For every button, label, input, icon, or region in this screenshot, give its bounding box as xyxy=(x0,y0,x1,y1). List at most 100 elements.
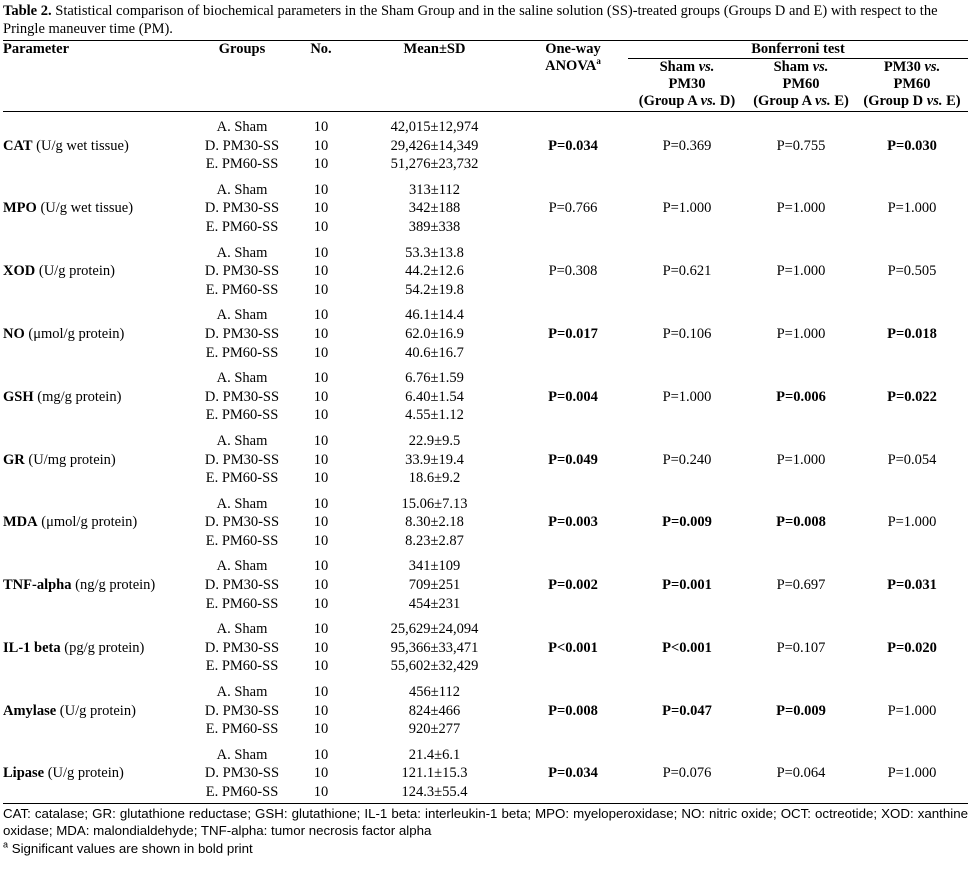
p-value: P<0.001 xyxy=(548,639,598,656)
header-cell: No. xyxy=(291,40,351,112)
n-value: 10 xyxy=(313,432,329,449)
mean-value: 121.1±15.3 xyxy=(401,765,468,782)
header-parameter: Parameter xyxy=(3,41,70,57)
n-value: 10 xyxy=(313,577,329,594)
table-row: XOD (U/g protein) A. Sham D. PM30-SS E. PM6… xyxy=(3,240,968,303)
table-row: IL-1 beta (pg/g protein) A. Sham D. PM30-S… xyxy=(3,617,968,680)
p-value: P=0.008 xyxy=(776,514,826,531)
parameter-name: XOD xyxy=(3,263,36,280)
p-value-cell: P=0.018 xyxy=(856,303,968,366)
header-text: (Group A xyxy=(753,93,812,109)
p-value: P=0.308 xyxy=(548,263,598,280)
p-value-cell: P=0.008 xyxy=(746,491,856,554)
parameter-cell: Lipase (U/g protein) xyxy=(3,742,193,804)
parameter-cell: IL-1 beta (pg/g protein) xyxy=(3,617,193,680)
mean-value: 54.2±19.8 xyxy=(405,281,464,298)
p-value-cell: P=1.000 xyxy=(746,428,856,491)
p-value: P=1.000 xyxy=(887,200,937,217)
header-line: PM30 xyxy=(668,76,706,92)
mean-cell: 53.3±13.8 44.2±12.6 54.2±19.8 xyxy=(351,240,518,303)
header-cell: Groups xyxy=(193,40,291,112)
p-value: P=0.064 xyxy=(776,765,826,782)
p-value: P=0.054 xyxy=(887,451,937,468)
p-value: P=0.697 xyxy=(776,577,826,594)
p-value: P=1.000 xyxy=(776,263,826,280)
p-value-cell: P=0.030 xyxy=(856,112,968,178)
n-cell: 10 10 10 xyxy=(291,240,351,303)
n-cell: 10 10 10 xyxy=(291,491,351,554)
parameter-unit: (U/g wet tissue) xyxy=(40,200,134,217)
mean-value: 21.4±6.1 xyxy=(408,746,461,763)
groups-value: D. PM30-SS xyxy=(204,765,280,782)
groups-value: A. Sham xyxy=(216,746,268,763)
p-value: P<0.001 xyxy=(662,639,712,656)
n-cell: 10 10 10 xyxy=(291,303,351,366)
mean-cell: 456±112 824±466 920±277 xyxy=(351,680,518,743)
p-value: P=0.001 xyxy=(662,577,712,594)
p-value: P=0.009 xyxy=(662,514,712,531)
groups-cell: A. Sham D. PM30-SS E. PM60-SS xyxy=(193,742,291,804)
n-cell: 10 10 10 xyxy=(291,112,351,178)
n-value: 10 xyxy=(313,388,329,405)
p-value: P=0.049 xyxy=(548,451,598,468)
groups-value: A. Sham xyxy=(216,307,268,324)
parameter-unit: (U/g protein) xyxy=(38,263,115,280)
header-text: Sham xyxy=(773,59,810,75)
p-value: P=0.002 xyxy=(548,577,598,594)
mean-value: 342±188 xyxy=(408,200,461,217)
parameter-unit: (μmol/g protein) xyxy=(28,325,125,342)
groups-value: E. PM60-SS xyxy=(205,470,279,487)
mean-value: 40.6±16.7 xyxy=(405,344,464,361)
mean-cell: 313±112 342±188 389±338 xyxy=(351,177,518,240)
header-groups: Groups xyxy=(218,41,266,57)
mean-value: 29,426±14,349 xyxy=(390,137,479,154)
parameter-cell: MPO (U/g wet tissue) xyxy=(3,177,193,240)
p-value-cell: P=0.009 xyxy=(628,491,746,554)
groups-value: D. PM30-SS xyxy=(204,451,280,468)
parameter-cell: GR (U/mg protein) xyxy=(3,428,193,491)
p-value-cell: P=0.308 xyxy=(518,240,628,303)
groups-cell: A. Sham D. PM30-SS E. PM60-SS xyxy=(193,303,291,366)
mean-value: 55,602±32,429 xyxy=(390,658,479,675)
p-value: P=1.000 xyxy=(776,451,826,468)
parameter-unit: (ng/g protein) xyxy=(75,577,156,594)
header-text: vs. xyxy=(698,59,715,75)
header-text: E) xyxy=(946,93,961,109)
p-value: P=0.076 xyxy=(662,765,712,782)
parameter-name: IL-1 beta xyxy=(3,639,61,656)
n-value: 10 xyxy=(313,765,329,782)
header-cell: Sham vs. PM60 (Group A vs. E) xyxy=(746,58,856,112)
mean-value: 44.2±12.6 xyxy=(405,263,464,280)
groups-cell: A. Sham D. PM30-SS E. PM60-SS xyxy=(193,680,291,743)
p-value: P=0.505 xyxy=(887,263,937,280)
n-value: 10 xyxy=(313,558,329,575)
n-value: 10 xyxy=(313,244,329,261)
groups-value: E. PM60-SS xyxy=(205,281,279,298)
mean-cell: 21.4±6.1 121.1±15.3 124.3±55.4 xyxy=(351,742,518,804)
p-value: P=1.000 xyxy=(776,200,826,217)
p-value: P=0.031 xyxy=(887,577,937,594)
p-value: P=0.240 xyxy=(662,451,712,468)
groups-value: E. PM60-SS xyxy=(205,344,279,361)
p-value-cell: P=1.000 xyxy=(746,177,856,240)
header-text: vs. xyxy=(812,59,829,75)
n-value: 10 xyxy=(313,181,329,198)
p-value-cell: P=1.000 xyxy=(856,680,968,743)
n-value: 10 xyxy=(313,746,329,763)
mean-value: 42,015±12,974 xyxy=(390,119,479,135)
mean-value: 920±277 xyxy=(408,721,461,738)
header-line: PM60 xyxy=(782,76,820,92)
mean-value: 22.9±9.5 xyxy=(408,432,461,449)
groups-value: E. PM60-SS xyxy=(205,532,279,549)
groups-value: A. Sham xyxy=(216,181,268,198)
caption-label: Table 2. xyxy=(3,3,52,19)
mean-value: 25,629±24,094 xyxy=(390,621,479,638)
header-text: D) xyxy=(719,93,736,109)
p-value-cell: P=0.697 xyxy=(746,554,856,617)
mean-value: 62.0±16.9 xyxy=(405,325,464,342)
n-value: 10 xyxy=(313,721,329,738)
n-value: 10 xyxy=(313,281,329,298)
p-value-cell: P=0.369 xyxy=(628,112,746,178)
